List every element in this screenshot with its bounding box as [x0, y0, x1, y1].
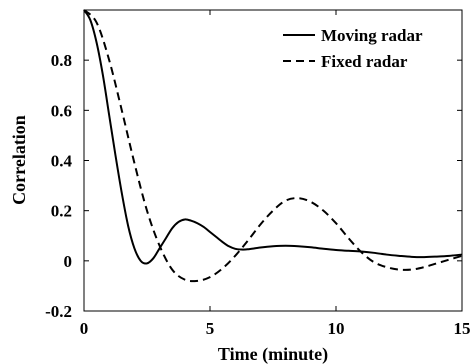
x-tick-label: 10	[328, 319, 345, 338]
x-axis-label: Time (minute)	[218, 344, 328, 364]
y-axis-label: Correlation	[9, 115, 29, 205]
x-tick-label: 0	[80, 319, 89, 338]
y-tick-labels: -0.2 0 0.2 0.4 0.6 0.8	[45, 51, 72, 321]
legend: Moving radar Fixed radar	[283, 26, 423, 71]
series-layer	[83, 9, 463, 283]
series-line-fixed-radar	[83, 9, 463, 283]
plot-frame	[83, 9, 463, 312]
x-tick-label: 15	[454, 319, 471, 338]
y-tick-label: 0	[64, 252, 73, 271]
y-tick-label: 0.2	[51, 202, 72, 221]
y-tick-label: 0.8	[51, 51, 72, 70]
legend-label-fixed-radar: Fixed radar	[321, 52, 408, 71]
series-line-moving-radar	[83, 9, 463, 265]
y-tick-label: 0.6	[51, 101, 72, 120]
y-tick-label: 0.4	[51, 152, 73, 171]
x-tick-label: 5	[206, 319, 215, 338]
y-tick-label: -0.2	[45, 302, 72, 321]
legend-label-moving-radar: Moving radar	[321, 26, 423, 45]
x-tick-labels: 0 5 10 15	[80, 319, 471, 338]
